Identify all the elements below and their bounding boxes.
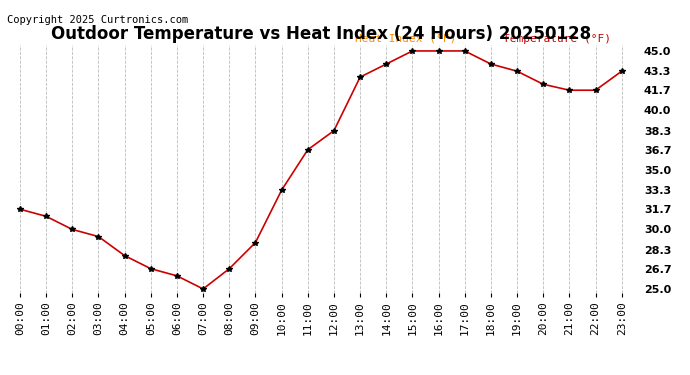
Text: Copyright 2025 Curtronics.com: Copyright 2025 Curtronics.com — [7, 15, 188, 25]
Title: Outdoor Temperature vs Heat Index (24 Hours) 20250128: Outdoor Temperature vs Heat Index (24 Ho… — [51, 26, 591, 44]
Text: Temperature (°F): Temperature (°F) — [503, 34, 611, 44]
Text: Heat Index (°F): Heat Index (°F) — [355, 34, 457, 44]
